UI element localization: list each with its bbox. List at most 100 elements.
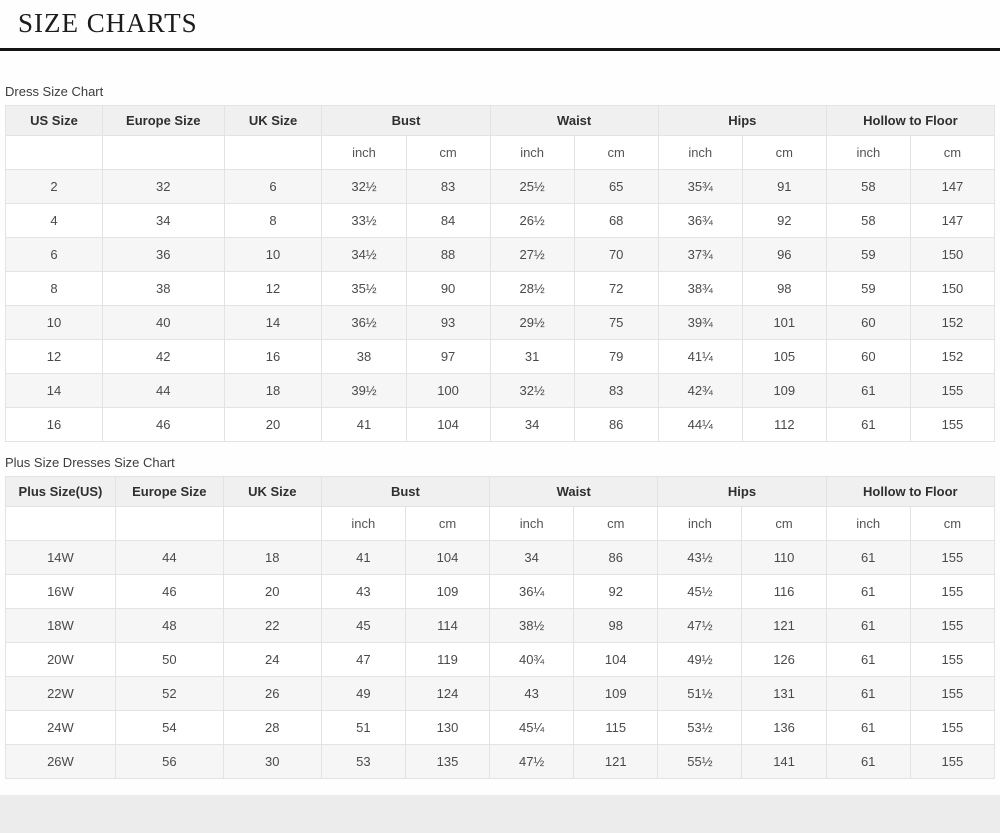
table-cell: 36½ [321,305,407,340]
empty-header-cell [5,506,116,541]
table-cell: 104 [573,642,659,677]
table-cell: 14 [223,305,323,340]
table-cell: 52 [114,676,224,711]
column-group-header: Hollow to Floor [825,476,996,507]
table-cell: 47½ [489,744,575,779]
table-cell: 51½ [657,676,743,711]
table-cell: 141 [741,744,827,779]
table-cell: 86 [573,540,659,575]
table-cell: 60 [825,305,911,340]
table-cell: 41 [320,540,406,575]
table-cell: 43½ [657,540,743,575]
table-cell: 8 [5,271,103,306]
column-header: Plus Size(US) [5,476,116,507]
table-cell: 104 [405,407,491,442]
table-cell: 155 [909,373,996,408]
table-cell: 90 [405,271,491,306]
header-row: Plus Size(US) Europe Size UK Size Bust Waist… [5,476,996,507]
table-cell: 155 [909,608,996,643]
table-cell: 101 [741,305,827,340]
table-row: 22W 52 26 49 124 43 109 51½ 131 61 155 [5,676,996,711]
table-cell: 8 [223,203,323,238]
unit-header-cell: inch [657,135,743,170]
table-cell: 38 [321,339,407,374]
bottom-gray-strip [0,795,1000,833]
table-cell: 34 [489,540,575,575]
table-cell: 12 [5,339,103,374]
column-group-header: Bust [321,105,491,136]
table-cell: 53½ [657,710,743,745]
table-cell: 32½ [489,373,575,408]
table-cell: 61 [825,373,911,408]
table-cell: 26 [222,676,322,711]
table-row: 14 44 18 39½ 100 32½ 83 42¾ 109 61 155 [5,373,996,408]
table-cell: 109 [741,373,827,408]
table-row: 8 38 12 35½ 90 28½ 72 38¾ 98 59 150 [5,271,996,306]
page-title: SIZE CHARTS [18,8,198,38]
table-cell: 42 [101,339,225,374]
table-cell: 29½ [489,305,575,340]
empty-header-cell [222,506,322,541]
table-cell: 65 [573,169,659,204]
table-cell: 49½ [657,642,743,677]
table-cell: 25½ [489,169,575,204]
table-row: 16 46 20 41 104 34 86 44¼ 112 61 155 [5,407,996,442]
table-cell: 56 [114,744,224,779]
column-group-header: Hollow to Floor [825,105,996,136]
table-cell: 61 [825,574,911,609]
empty-header-cell [5,135,103,170]
table-cell: 18 [223,373,323,408]
table-cell: 55½ [657,744,743,779]
column-header: Europe Size [101,105,225,136]
table-cell: 155 [909,407,996,442]
empty-header-cell [101,135,225,170]
unit-header-cell: inch [321,135,407,170]
table-cell: 34 [101,203,225,238]
table-cell: 34½ [321,237,407,272]
unit-header-cell: inch [489,135,575,170]
table-cell: 136 [741,710,827,745]
table-cell: 110 [741,540,827,575]
table-cell: 91 [741,169,827,204]
table-cell: 28½ [489,271,575,306]
unit-header-cell: cm [909,135,996,170]
table-cell: 38 [101,271,225,306]
dress-size-chart-label: Dress Size Chart [5,84,104,99]
table-cell: 22W [5,676,116,711]
table-cell: 44 [101,373,225,408]
table-cell: 72 [573,271,659,306]
table-cell: 45½ [657,574,743,609]
table-cell: 53 [320,744,406,779]
unit-header-cell: cm [404,506,491,541]
table-cell: 75 [573,305,659,340]
table-cell: 104 [404,540,491,575]
table-cell: 126 [741,642,827,677]
table-cell: 121 [573,744,659,779]
table-cell: 59 [825,271,911,306]
table-cell: 34 [489,407,575,442]
table-cell: 6 [5,237,103,272]
table-cell: 88 [405,237,491,272]
table-cell: 51 [320,710,406,745]
table-cell: 10 [5,305,103,340]
header-row: US Size Europe Size UK Size Bust Waist Hips Ho… [5,105,996,136]
table-cell: 115 [573,710,659,745]
unit-header-cell: inch [320,506,406,541]
table-cell: 16 [5,407,103,442]
column-group-header: Hips [657,105,827,136]
table-cell: 97 [405,339,491,374]
table-cell: 155 [909,574,996,609]
column-group-header: Waist [489,476,659,507]
table-cell: 31 [489,339,575,374]
table-cell: 2 [5,169,103,204]
table-cell: 45¼ [489,710,575,745]
table-cell: 32½ [321,169,407,204]
table-cell: 121 [741,608,827,643]
table-cell: 61 [825,676,911,711]
column-group-header: Waist [489,105,659,136]
table-cell: 50 [114,642,224,677]
table-cell: 33½ [321,203,407,238]
table-cell: 46 [114,574,224,609]
table-cell: 92 [573,574,659,609]
